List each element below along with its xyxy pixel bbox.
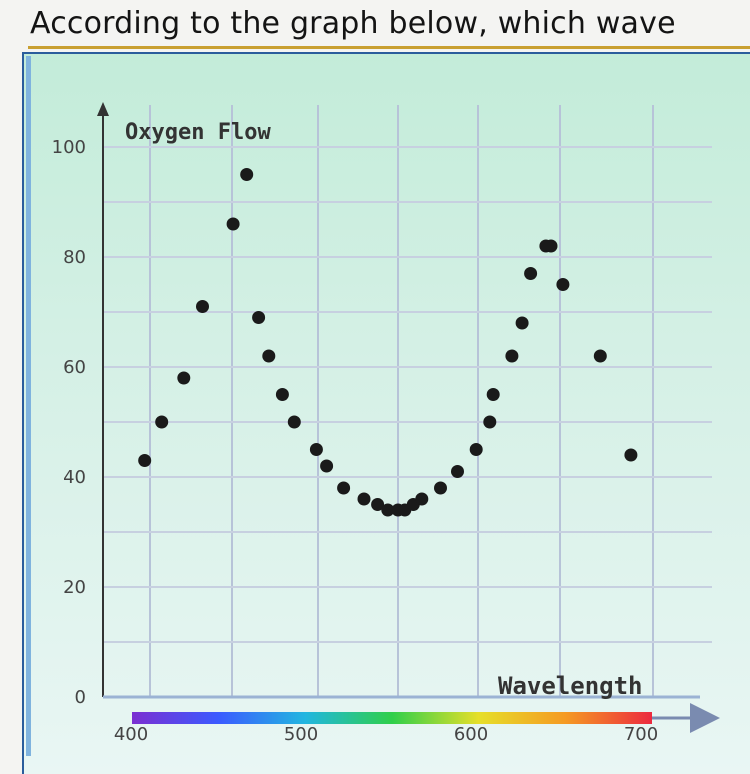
y-tick-label-100: 100 — [52, 137, 86, 158]
x-tick-label-400: 400 — [114, 724, 148, 745]
data-point — [483, 415, 497, 429]
tick-labels: 0 20 40 60 80 100 400 500 600 700 — [52, 137, 659, 745]
data-point — [155, 415, 169, 429]
y-tick-label-40: 40 — [63, 467, 86, 488]
oxygen-wavelength-chart: 0 20 40 60 80 100 400 500 600 700 Oxygen Flow Wav… — [52, 102, 720, 745]
data-point — [287, 415, 301, 429]
data-point — [434, 481, 447, 495]
data-point — [505, 349, 519, 363]
data-point — [624, 448, 638, 462]
data-point — [337, 481, 351, 495]
data-point — [226, 217, 240, 231]
data-point — [593, 349, 607, 363]
data-point — [515, 316, 529, 330]
title-underline — [28, 46, 750, 49]
y-tick-label-60: 60 — [63, 357, 86, 378]
data-point — [556, 278, 570, 291]
y-tick-label-80: 80 — [63, 247, 86, 268]
x-tick-label-700: 700 — [624, 724, 658, 745]
x-tick-label-600: 600 — [454, 724, 488, 745]
data-point — [451, 465, 464, 478]
data-point — [320, 459, 334, 473]
spectrum-bar — [132, 712, 652, 724]
panel-edge — [26, 56, 31, 756]
y-tick-label-0: 0 — [75, 687, 86, 708]
data-point — [252, 311, 266, 324]
data-point — [262, 349, 276, 363]
data-point — [357, 492, 371, 506]
data-point — [371, 498, 385, 511]
data-point — [196, 300, 209, 313]
data-point — [524, 267, 538, 280]
chart-panel — [22, 52, 750, 774]
data-point — [177, 371, 191, 385]
data-point — [381, 503, 395, 517]
data-point — [138, 454, 152, 467]
question-text: According to the graph below, which wave — [30, 6, 676, 41]
data-point — [544, 239, 558, 253]
data-point — [240, 168, 254, 181]
y-axis-label: Oxygen Flow — [125, 120, 271, 145]
data-point — [486, 388, 500, 401]
y-tick-label-20: 20 — [63, 577, 86, 598]
data-points — [138, 168, 638, 517]
grid-lines — [103, 105, 712, 697]
x-tick-label-500: 500 — [284, 724, 318, 745]
data-point — [469, 443, 483, 456]
x-axis-label: Wavelength — [498, 672, 643, 700]
data-point — [275, 388, 289, 401]
data-point — [415, 492, 429, 506]
y-axis-arrow-icon — [97, 102, 109, 116]
data-point — [309, 443, 323, 456]
